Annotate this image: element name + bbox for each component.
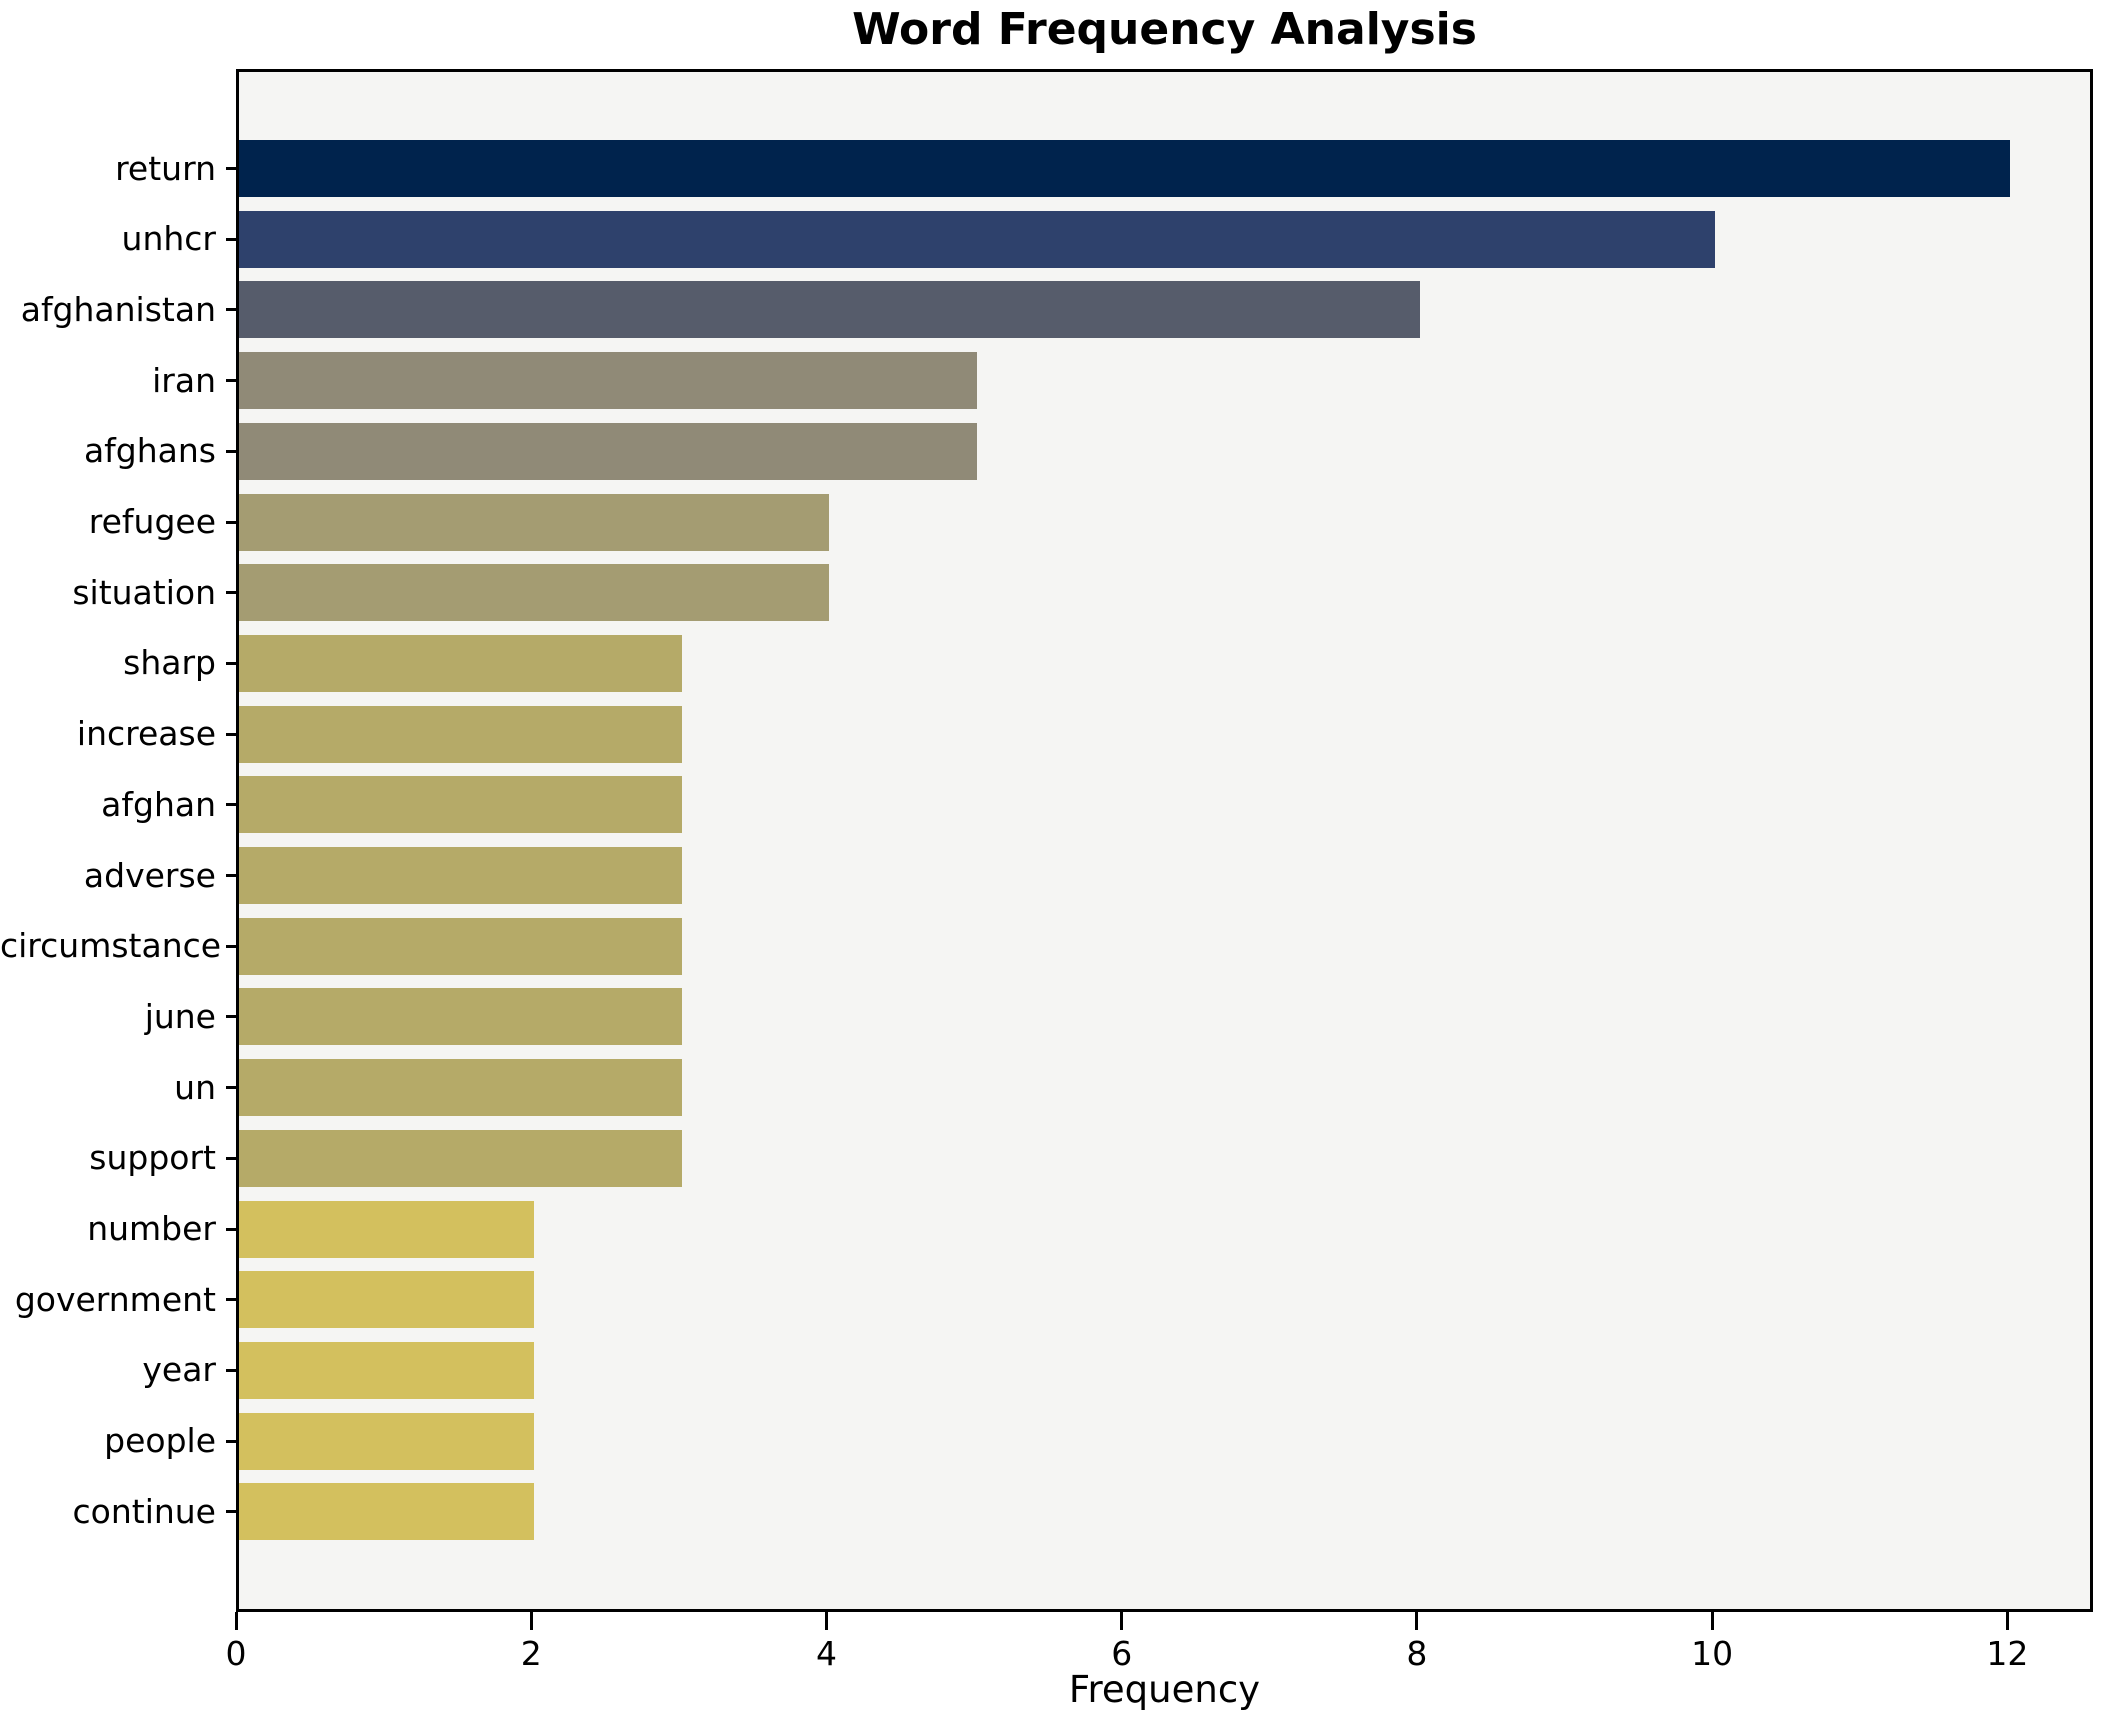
y-tick-mark [226,167,236,170]
y-tick-mark [226,803,236,807]
x-tick-mark [1710,1612,1714,1630]
y-tick-mark [226,379,236,383]
y-tick-mark [226,1368,236,1372]
y-tick-label-year: year [142,1350,216,1390]
y-tick-label-number: number [87,1209,216,1248]
y-tick-label-un: un [174,1067,216,1107]
y-tick-mark [226,591,236,595]
y-tick-mark [226,1439,236,1443]
bar-increase [239,705,682,763]
x-tick-mark [824,1612,828,1630]
x-tick-mark [2005,1612,2009,1630]
bar-afghan [239,776,682,834]
y-tick-label-return: return [115,148,216,188]
x-tick-label-2: 2 [520,1634,542,1673]
bar-circumstance [239,917,682,975]
y-tick-label-adverse: adverse [83,855,216,895]
bar-june [239,988,682,1046]
y-tick-mark [226,520,236,524]
y-tick-mark [226,1156,236,1160]
y-tick-label-refugee: refugee [88,502,216,541]
x-tick-label-4: 4 [815,1634,837,1673]
y-tick-label-continue: continue [72,1491,217,1531]
bar-iran [239,352,978,410]
y-tick-mark [226,308,236,312]
bar-sharp [239,634,682,692]
y-tick-label-situation: situation [72,572,216,612]
y-tick-label-people: people [104,1421,216,1461]
y-tick-mark [226,661,236,665]
y-tick-label-afghan: afghan [101,784,216,824]
y-tick-mark [226,1510,236,1514]
bar-government [239,1271,535,1329]
bar-afghanistan [239,281,1420,339]
y-tick-label-june: june [144,996,216,1036]
y-tick-mark [226,1298,236,1302]
y-tick-mark [226,449,236,453]
y-tick-label-circumstance: circumstance [0,926,222,966]
y-tick-mark [226,1015,236,1019]
bar-un [239,1059,682,1117]
plot-area [236,69,2093,1612]
bar-support [239,1129,682,1187]
bar-continue [239,1483,535,1541]
bar-year [239,1341,535,1399]
y-tick-label-increase: increase [76,714,216,754]
y-tick-label-government: government [14,1279,216,1319]
x-tick-label-6: 6 [1111,1634,1133,1673]
y-tick-label-afghanistan: afghanistan [20,289,216,329]
y-tick-label-support: support [89,1138,216,1178]
chart-title: Word Frequency Analysis [852,4,1477,55]
y-tick-label-afghans: afghans [83,431,216,471]
bar-number [239,1200,535,1258]
y-tick-mark [226,1227,236,1231]
y-tick-label-sharp: sharp [123,643,216,683]
bar-situation [239,564,830,622]
y-tick-mark [226,237,236,241]
x-tick-label-0: 0 [225,1634,247,1673]
y-tick-label-unhcr: unhcr [121,219,216,259]
bar-afghans [239,422,978,480]
bar-unhcr [239,210,1716,268]
x-tick-label-12: 12 [1986,1634,2029,1673]
y-tick-mark [226,944,236,948]
x-tick-mark [529,1612,533,1630]
bar-return [239,140,2011,197]
x-tick-label-8: 8 [1406,1634,1428,1673]
bar-people [239,1412,535,1470]
x-tick-label-10: 10 [1691,1634,1734,1673]
x-tick-mark [1415,1612,1419,1630]
x-axis-label: Frequency [1068,1668,1261,1711]
bar-refugee [239,493,830,551]
y-tick-label-iran: iran [152,360,216,400]
y-tick-mark [226,874,236,877]
bar-adverse [239,847,682,904]
y-tick-mark [226,1086,236,1090]
x-tick-mark [1120,1612,1124,1630]
x-tick-mark [234,1612,238,1630]
y-tick-mark [226,732,236,736]
